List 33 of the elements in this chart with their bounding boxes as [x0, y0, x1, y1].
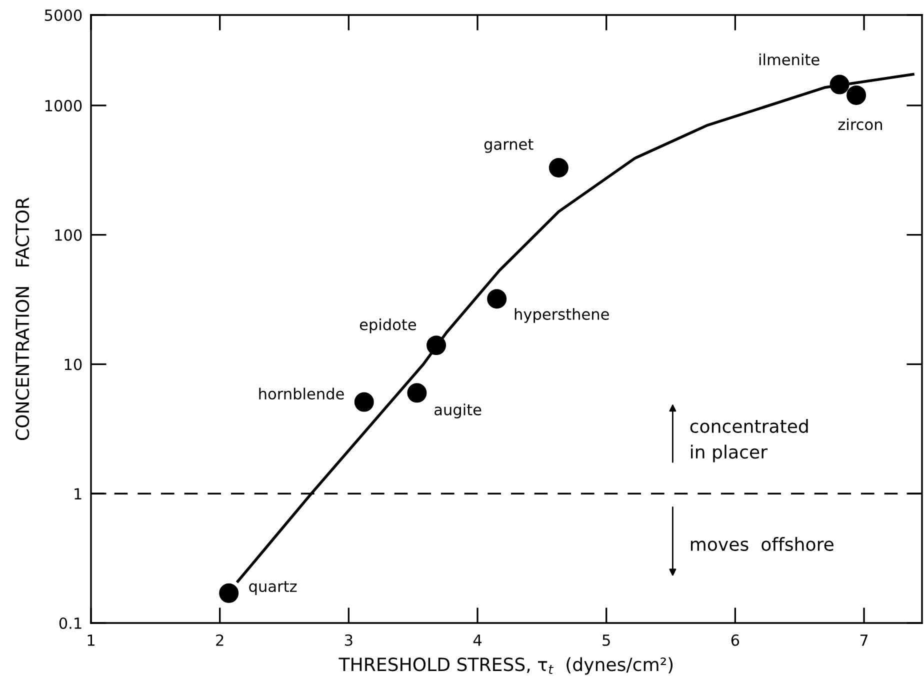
point	[548, 158, 568, 178]
annotation: augite	[434, 404, 482, 418]
annotation: moves offshore	[690, 537, 834, 552]
y-tick-label: 10	[64, 358, 82, 370]
x-axis-title: THRESHOLD STRESS, τ$_{t}$ (dynes/cm²)	[338, 657, 673, 675]
point	[407, 383, 427, 403]
y-axis-title: CONCENTRATION FACTOR	[16, 197, 30, 440]
point	[487, 289, 507, 309]
annotation: quartz	[249, 581, 297, 596]
annotation: epidote	[360, 318, 416, 334]
y-tick-label: 100	[55, 229, 82, 241]
y-tick-label: 0.1	[59, 617, 82, 630]
x-tick-label: 5	[602, 634, 610, 646]
point	[846, 85, 866, 105]
annotation: hypersthene	[514, 308, 609, 323]
annotation: concentrated in placer	[690, 419, 808, 462]
point	[426, 336, 446, 356]
x-tick-label: 3	[344, 634, 352, 646]
x-tick-label: 2	[216, 634, 224, 646]
point	[219, 583, 239, 603]
x-tick-label: 6	[731, 634, 740, 646]
y-tick-label: 1	[74, 488, 82, 500]
x-tick-label: 1	[88, 634, 94, 646]
point	[354, 392, 374, 412]
point	[830, 74, 850, 94]
x-tick-label: 7	[860, 634, 868, 646]
annotation: garnet	[484, 139, 534, 153]
x-tick-label: 4	[473, 634, 482, 646]
annotation: hornblende	[259, 388, 344, 400]
annotation: ilmenite	[759, 54, 820, 66]
y-tick-label: 5000	[44, 9, 82, 22]
y-tick-label: 1000	[45, 100, 82, 112]
annotation: zircon	[838, 118, 882, 130]
